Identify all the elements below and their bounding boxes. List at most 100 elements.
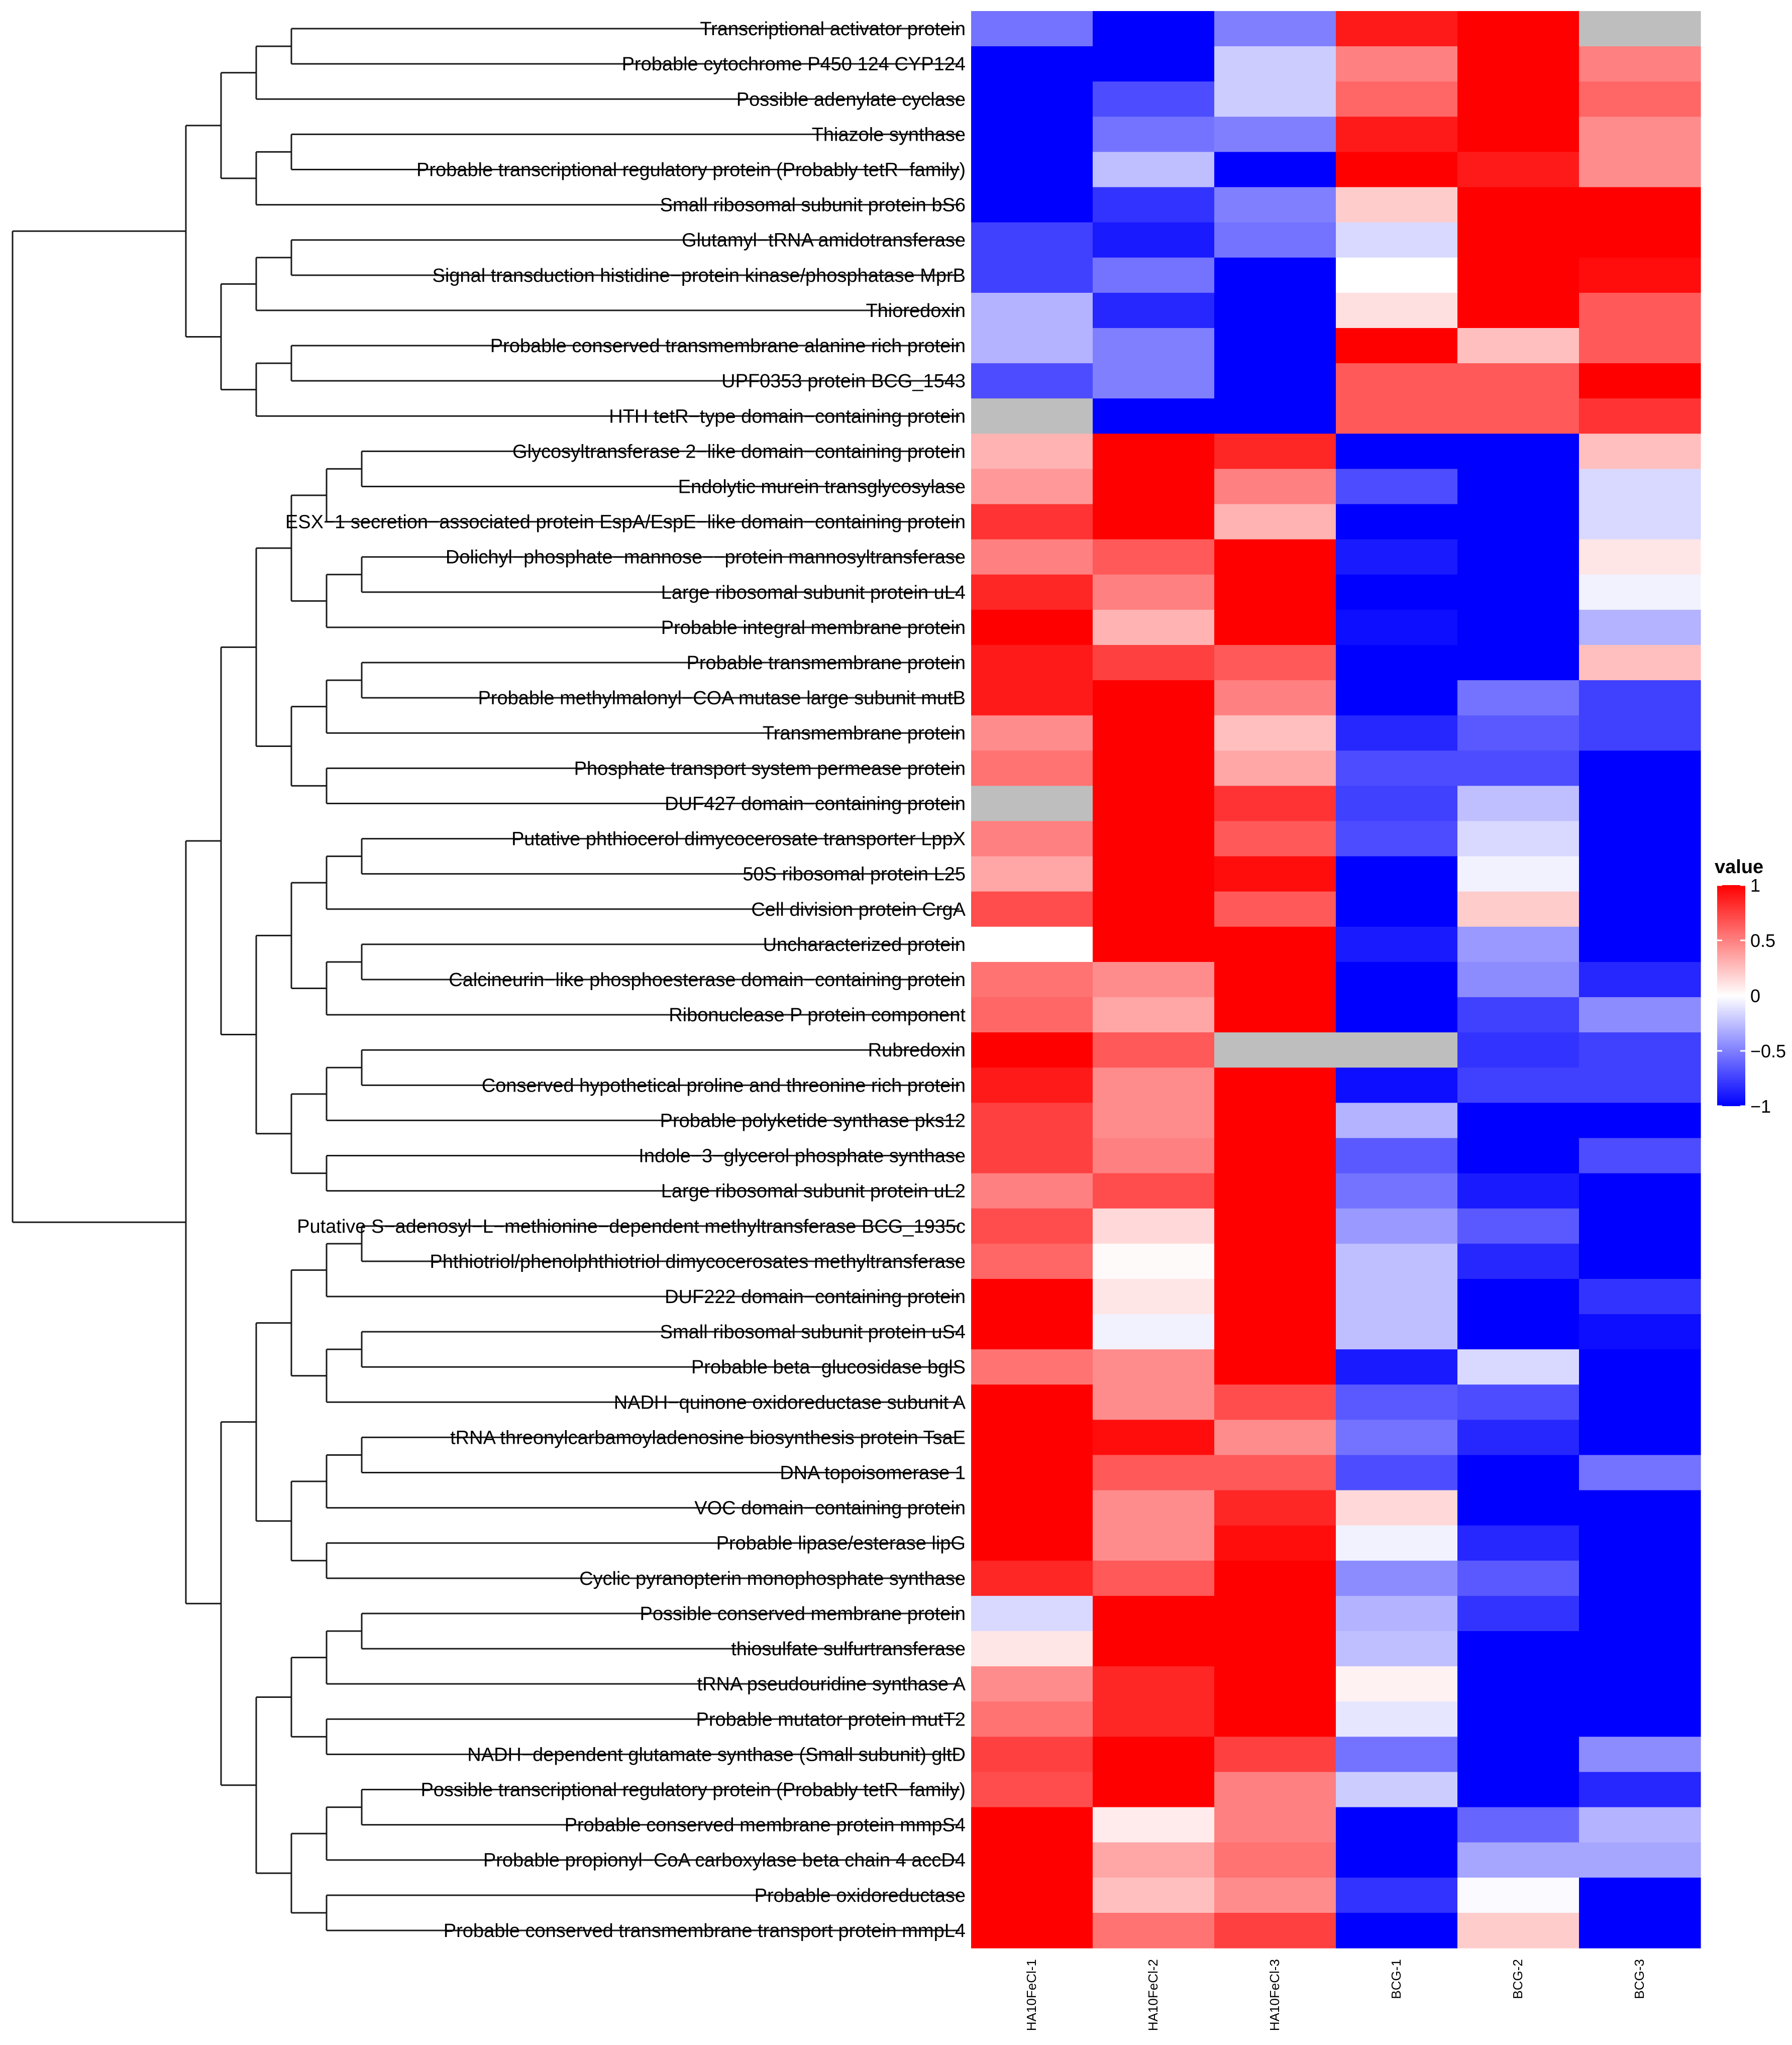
- heatmap-cell: [1214, 856, 1336, 892]
- heatmap-cell: [1579, 1807, 1701, 1843]
- heatmap-cell: [971, 398, 1093, 434]
- heatmap-cell: [1457, 1842, 1579, 1878]
- row-label: Probable transcriptional regulatory prot…: [416, 159, 966, 180]
- heatmap-cell: [971, 222, 1093, 258]
- heatmap-cell: [1214, 11, 1336, 47]
- heatmap-cell: [1093, 1701, 1215, 1737]
- heatmap-cell: [1093, 1455, 1215, 1491]
- heatmap-cell: [1093, 786, 1215, 822]
- heatmap-cell: [1457, 328, 1579, 364]
- heatmap-cell: [1336, 1701, 1458, 1737]
- heatmap-cell: [1579, 926, 1701, 962]
- heatmap-cell: [1457, 821, 1579, 857]
- legend-tick-label: 0.5: [1750, 930, 1775, 951]
- heatmap-cell: [971, 1138, 1093, 1174]
- row-label: Probable lipase/esterase lipG: [716, 1533, 966, 1554]
- heatmap-cell: [1336, 257, 1458, 293]
- heatmap-cell: [1579, 1666, 1701, 1702]
- heatmap-cell: [1093, 292, 1215, 329]
- heatmap-cell: [971, 46, 1093, 82]
- column-labels: HA10FeCl-1 HA10FeCl-2 HA10FeCl-3 BCG-1 BCG-2…: [1024, 1959, 1647, 2031]
- heatmap-cell: [1214, 1737, 1336, 1773]
- heatmap-cell: [1214, 891, 1336, 927]
- heatmap-cell: [971, 1877, 1093, 1913]
- row-label: tRNA threonylcarbamoyladenosine biosynth…: [450, 1427, 966, 1448]
- heatmap-cell: [971, 1243, 1093, 1279]
- heatmap-cell: [1336, 1912, 1458, 1949]
- row-label: Transcriptional activator protein: [700, 19, 966, 40]
- heatmap-cell: [1214, 117, 1336, 153]
- heatmap-cell: [1214, 1032, 1336, 1068]
- heatmap-cell: [971, 539, 1093, 575]
- heatmap-cell: [1214, 1278, 1336, 1315]
- row-label: NADH−dependent glutamate synthase (Small…: [467, 1744, 966, 1765]
- heatmap-cell: [1214, 1067, 1336, 1103]
- heatmap-cell: [1336, 1384, 1458, 1420]
- heatmap-cell: [1214, 997, 1336, 1033]
- heatmap-cell: [1457, 1138, 1579, 1174]
- heatmap-cell: [1457, 1807, 1579, 1843]
- heatmap-cell: [1579, 786, 1701, 822]
- row-label: VOC domain−containing protein: [694, 1498, 966, 1519]
- row-label: Small ribosomal subunit protein bS6: [660, 195, 966, 216]
- heatmap-cell: [1579, 398, 1701, 434]
- heatmap-cell: [1214, 1560, 1336, 1596]
- heatmap-cell: [1336, 1842, 1458, 1878]
- heatmap-cell: [1579, 1877, 1701, 1913]
- heatmap-cell: [1093, 1384, 1215, 1420]
- row-label: Probable cytochrome P450 124 CYP124: [622, 54, 966, 75]
- heatmap-cell: [1214, 1138, 1336, 1174]
- row-label: Calcineurin−like phosphoesterase domain−…: [449, 970, 966, 991]
- row-label: Cyclic pyranopterin monophosphate syntha…: [579, 1568, 966, 1589]
- row-label: tRNA pseudouridine synthase A: [697, 1674, 966, 1695]
- heatmap-cell: [1579, 1490, 1701, 1526]
- heatmap-cell: [971, 997, 1093, 1033]
- heatmap-cell: [1093, 11, 1215, 47]
- heatmap-cell: [1214, 1772, 1336, 1808]
- heatmap-cell: [1457, 117, 1579, 153]
- heatmap-cell: [1579, 1420, 1701, 1456]
- column-label: HA10FeCl-3: [1267, 1959, 1282, 2031]
- heatmap-cell: [971, 786, 1093, 822]
- heatmap-cell: [1579, 1737, 1701, 1773]
- heatmap-cell: [971, 1103, 1093, 1139]
- heatmap-cell: [1093, 1772, 1215, 1808]
- heatmap-cell: [1579, 1631, 1701, 1667]
- heatmap-cell: [1336, 1666, 1458, 1702]
- heatmap-cell: [1457, 1243, 1579, 1279]
- legend-tick-label: −0.5: [1750, 1041, 1786, 1061]
- heatmap-cell: [1336, 1138, 1458, 1174]
- row-label: Dolichyl−phosphate−mannose−−protein mann…: [446, 547, 966, 568]
- heatmap-cell: [1336, 363, 1458, 399]
- row-label: Probable conserved membrane protein mmpS…: [565, 1815, 966, 1836]
- row-label: Probable conserved transmembrane alanine…: [490, 336, 966, 357]
- heatmap-cell: [1093, 1278, 1215, 1315]
- heatmap-cell: [1579, 891, 1701, 927]
- heatmap-cell: [1214, 680, 1336, 716]
- heatmap-cell: [1457, 961, 1579, 998]
- row-label: Putative S−adenosyl−L−methionine−depende…: [297, 1216, 966, 1237]
- heatmap-cell: [1336, 961, 1458, 998]
- heatmap-cell: [1093, 81, 1215, 117]
- row-label: Probable mutator protein mutT2: [696, 1709, 966, 1730]
- heatmap-cell: [1214, 574, 1336, 610]
- heatmap-cell: [1336, 1314, 1458, 1350]
- heatmap-cell: [1457, 1384, 1579, 1420]
- heatmap-cell: [1579, 222, 1701, 258]
- heatmap-cell: [1457, 81, 1579, 117]
- heatmap-cell: [1579, 1384, 1701, 1420]
- row-label: NADH−quinone oxidoreductase subunit A: [614, 1392, 966, 1413]
- heatmap-cell: [1093, 750, 1215, 786]
- heatmap-cell: [1457, 609, 1579, 645]
- heatmap-cell: [1579, 609, 1701, 645]
- heatmap-cell: [1336, 1490, 1458, 1526]
- heatmap-cell: [971, 152, 1093, 188]
- heatmap-cell: [1457, 997, 1579, 1033]
- heatmap-cell: [1336, 1173, 1458, 1209]
- heatmap-cell: [1336, 187, 1458, 223]
- heatmap-cell: [971, 1314, 1093, 1350]
- heatmap-cells: [971, 11, 1701, 1949]
- heatmap-cell: [1457, 1772, 1579, 1808]
- heatmap-cell: [1579, 469, 1701, 505]
- heatmap-cell: [1336, 644, 1458, 681]
